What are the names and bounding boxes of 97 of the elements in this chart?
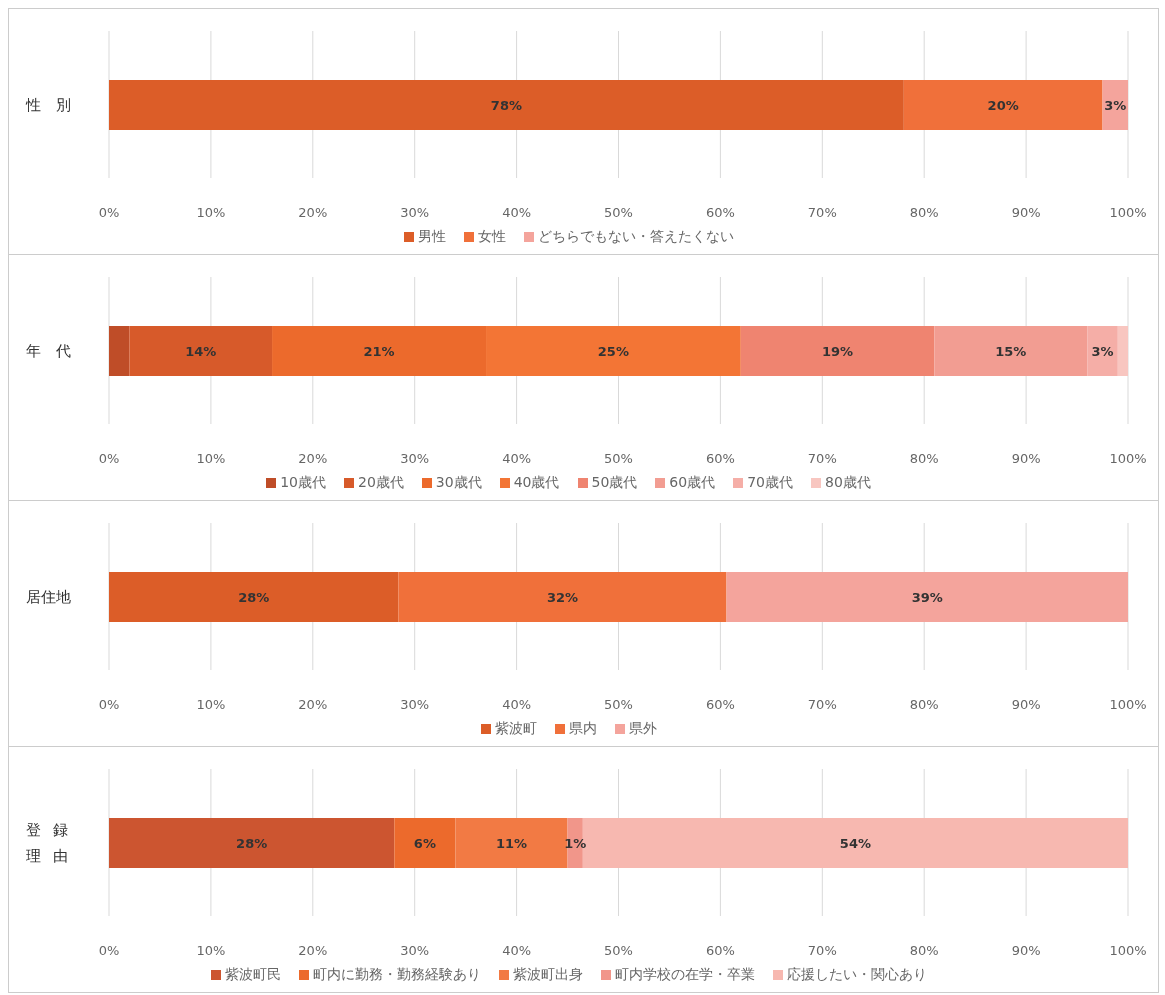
data-label: 28% xyxy=(236,835,268,851)
legend-label: 県内 xyxy=(568,720,597,738)
legend-label: 紫波町出身 xyxy=(512,966,583,984)
y-tick-label: 居住地 xyxy=(26,587,71,606)
legend-label: どちらでもない・答えたくない xyxy=(537,228,734,246)
x-tick-label: 90% xyxy=(1011,205,1041,221)
x-tick-label: 50% xyxy=(604,451,633,467)
legend-label: 30歳代 xyxy=(435,474,482,492)
legend-label: 女性 xyxy=(477,228,506,246)
x-tick-label: 100% xyxy=(1109,943,1147,959)
data-label: 1% xyxy=(564,835,587,851)
data-label: 19% xyxy=(822,343,854,359)
x-tick-label: 10% xyxy=(196,451,226,467)
x-tick-label: 70% xyxy=(807,943,837,959)
data-label: 25% xyxy=(597,343,629,359)
x-tick-label: 0% xyxy=(98,205,120,221)
x-tick-label: 50% xyxy=(604,943,633,959)
legend-label: 70歳代 xyxy=(747,474,793,492)
x-tick-label: 0% xyxy=(98,451,120,467)
x-tick-label: 30% xyxy=(400,451,430,467)
x-tick-label: 80% xyxy=(909,205,939,221)
x-tick-label: 80% xyxy=(909,697,939,713)
x-tick-label: 60% xyxy=(705,697,735,713)
x-tick-label: 10% xyxy=(196,697,226,713)
bar xyxy=(903,80,1103,130)
x-tick-label: 20% xyxy=(298,943,328,959)
data-label: 6% xyxy=(413,835,436,851)
x-tick-label: 40% xyxy=(502,451,532,467)
x-tick-label: 40% xyxy=(502,943,532,959)
bar xyxy=(1087,326,1118,376)
x-tick-label: 30% xyxy=(400,943,430,959)
x-tick-label: 50% xyxy=(604,205,633,221)
x-tick-label: 90% xyxy=(1011,451,1041,467)
x-tick-label: 90% xyxy=(1011,943,1041,959)
legend-label: 町内に勤務・勤務経験あり xyxy=(312,966,481,984)
bar xyxy=(109,818,395,868)
legend-label: 町内学校の在学・卒業 xyxy=(614,966,755,984)
x-tick-label: 70% xyxy=(807,451,837,467)
x-tick-label: 30% xyxy=(400,205,430,221)
data-label: 20% xyxy=(987,97,1019,113)
x-tick-label: 40% xyxy=(502,697,532,713)
legend-label: 10歳代 xyxy=(280,474,327,492)
bar xyxy=(740,326,935,376)
data-label: 32% xyxy=(546,589,579,605)
x-tick-label: 100% xyxy=(1109,451,1147,467)
legend-label: 応援したい・関心あり xyxy=(786,966,927,984)
data-label: 3% xyxy=(1091,343,1114,359)
legend-label: 40歳代 xyxy=(513,474,560,492)
x-tick-label: 100% xyxy=(1109,205,1147,221)
x-tick-label: 30% xyxy=(400,697,430,713)
x-tick-label: 80% xyxy=(909,943,939,959)
bar xyxy=(109,80,904,130)
y-tick-label: 登録理由 xyxy=(26,820,80,865)
x-tick-label: 50% xyxy=(604,697,633,713)
x-tick-label: 60% xyxy=(705,451,735,467)
y-tick-label: 年 代 xyxy=(26,341,71,360)
data-label: 15% xyxy=(995,343,1027,359)
legend-label: 紫波町 xyxy=(494,720,537,738)
x-tick-label: 20% xyxy=(298,205,328,221)
x-tick-label: 100% xyxy=(1109,697,1147,713)
data-label: 39% xyxy=(911,589,943,605)
x-tick-label: 0% xyxy=(98,697,120,713)
data-label: 54% xyxy=(839,835,871,851)
bar xyxy=(1117,326,1128,376)
legend-label: 50歳代 xyxy=(591,474,638,492)
legend-label: 60歳代 xyxy=(669,474,716,492)
legend-label: 男性 xyxy=(417,228,446,246)
data-label: 3% xyxy=(1104,97,1127,113)
legend-label: 県外 xyxy=(628,720,657,738)
x-tick-label: 10% xyxy=(196,205,226,221)
bar xyxy=(394,818,456,868)
legend-label: 80歳代 xyxy=(824,474,871,492)
x-tick-label: 80% xyxy=(909,451,939,467)
data-label: 14% xyxy=(185,343,217,359)
bar xyxy=(398,572,727,622)
x-tick-label: 90% xyxy=(1011,697,1041,713)
bar xyxy=(109,572,399,622)
x-tick-label: 70% xyxy=(807,205,837,221)
legend-label: 紫波町民 xyxy=(224,966,281,984)
bar xyxy=(109,326,130,376)
x-tick-label: 60% xyxy=(705,943,735,959)
x-tick-label: 20% xyxy=(298,697,328,713)
bar xyxy=(129,326,273,376)
y-tick-label: 性 別 xyxy=(25,95,71,114)
data-label: 21% xyxy=(363,343,395,359)
data-label: 28% xyxy=(238,589,270,605)
legend-label: 20歳代 xyxy=(358,474,404,492)
data-label: 78% xyxy=(490,97,522,113)
data-label: 11% xyxy=(495,835,528,851)
x-tick-label: 0% xyxy=(98,943,120,959)
x-tick-label: 40% xyxy=(502,205,532,221)
x-tick-label: 60% xyxy=(705,205,735,221)
x-tick-label: 10% xyxy=(196,943,226,959)
x-tick-label: 20% xyxy=(298,451,328,467)
bar xyxy=(934,326,1088,376)
bar xyxy=(726,572,1128,622)
x-tick-label: 70% xyxy=(807,697,837,713)
